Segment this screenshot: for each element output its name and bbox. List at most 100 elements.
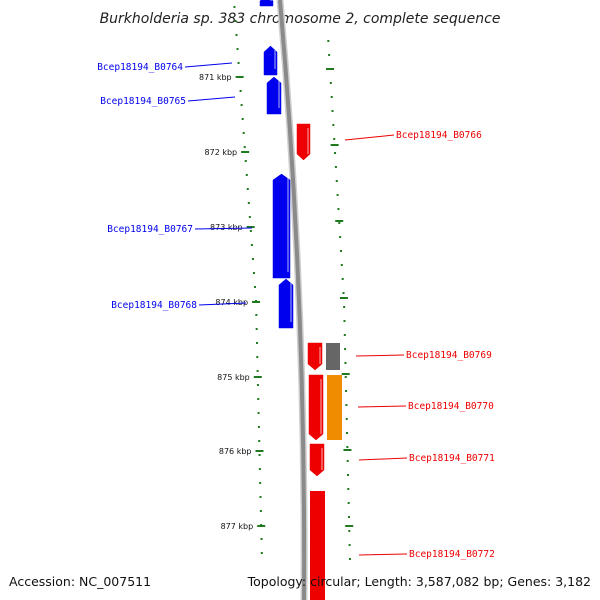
- gene-highlight: [278, 81, 280, 108]
- track-dot: [241, 118, 244, 120]
- gene-feature-b0769-red: [307, 342, 323, 371]
- track-dot: [347, 516, 350, 518]
- track-dot: [251, 258, 254, 260]
- dotted-tracks: [233, 6, 354, 560]
- track-dot: [348, 544, 351, 546]
- track-dot: [255, 342, 258, 344]
- gene-features: [259, 0, 342, 600]
- track-dot: [244, 160, 247, 162]
- track-dot: [248, 216, 251, 218]
- track-dot: [239, 90, 242, 92]
- track-dot: [345, 404, 348, 406]
- gene-label-forward[interactable]: Bcep18194_B0768: [111, 300, 197, 311]
- track-dot: [256, 384, 259, 386]
- track-dot: [344, 376, 347, 378]
- topology-summary: Topology: circular; Length: 3,587,082 bp…: [247, 574, 591, 589]
- track-dot: [259, 510, 262, 512]
- kbp-tick-mark: [246, 226, 255, 228]
- track-dot: [347, 502, 350, 504]
- kbp-tick-mark: [252, 301, 261, 303]
- gene-leader-line: [358, 553, 408, 556]
- gene-highlight: [287, 178, 289, 272]
- track-dot: [327, 40, 330, 42]
- gene-leader-line: [198, 302, 247, 306]
- track-dot: [328, 54, 331, 56]
- track-dot: [260, 538, 263, 540]
- track-minor-tick: [335, 220, 344, 222]
- backbone-line: [278, 0, 307, 600]
- track-dot: [331, 110, 334, 112]
- track-dot: [257, 398, 260, 400]
- track-dot: [339, 250, 342, 252]
- gene-leader-line: [358, 457, 408, 461]
- track-dot: [334, 152, 337, 154]
- track-dot: [344, 362, 347, 364]
- track-dot: [259, 496, 262, 498]
- gene-label-reverse[interactable]: Bcep18194_B0772: [409, 549, 495, 560]
- kbp-tick-label: 871 kbp: [199, 73, 232, 82]
- gene-label-reverse[interactable]: Bcep18194_B0766: [396, 130, 482, 141]
- track-dot: [348, 558, 351, 560]
- track-dot: [340, 264, 343, 266]
- kbp-tick-mark: [241, 151, 250, 153]
- gene-highlight: [320, 379, 322, 434]
- gene-label-forward[interactable]: Bcep18194_B0765: [100, 96, 186, 107]
- gene-highlight: [319, 347, 321, 364]
- gene-leader-line: [184, 62, 233, 68]
- track-minor-tick: [343, 449, 352, 451]
- gene-highlight: [274, 50, 276, 69]
- kbp-tick-label: 874 kbp: [215, 298, 248, 307]
- track-dot: [337, 208, 340, 210]
- track-dot: [344, 348, 347, 350]
- track-dot: [233, 6, 236, 8]
- gene-leader-line: [357, 405, 407, 408]
- gene-highlight: [270, 0, 272, 1]
- track-dot: [347, 488, 350, 490]
- track-dot: [335, 180, 338, 182]
- kbp-tick-mark: [257, 525, 266, 527]
- track-dot: [330, 96, 333, 98]
- gene-leader-line: [194, 227, 253, 230]
- gene-leader-line: [355, 354, 405, 357]
- gene-label-reverse[interactable]: Bcep18194_B0770: [408, 401, 494, 412]
- track-dot: [249, 230, 252, 232]
- track-dot: [329, 82, 332, 84]
- track-dot: [338, 222, 341, 224]
- track-dot: [242, 132, 245, 134]
- track-dot: [345, 390, 348, 392]
- track-dot: [235, 34, 238, 36]
- map-title: Burkholderia sp. 383 chromosome 2, compl…: [100, 11, 501, 27]
- gene-feature-b0770-red: [308, 374, 324, 441]
- gene-label-forward[interactable]: Bcep18194_B0767: [107, 224, 193, 235]
- track-dot: [341, 278, 344, 280]
- kbp-tick-mark: [235, 76, 244, 78]
- track-dot: [347, 474, 350, 476]
- gene-feature-b0770-orange: [327, 375, 342, 440]
- track-dot: [258, 454, 261, 456]
- gene-feature-b0771: [309, 443, 325, 477]
- track-dot: [234, 20, 237, 22]
- track-dot: [332, 124, 335, 126]
- gene-highlight: [290, 283, 292, 322]
- track-dot: [246, 188, 249, 190]
- gene-label-reverse[interactable]: Bcep18194_B0769: [406, 350, 492, 361]
- track-dot: [257, 426, 260, 428]
- track-dot: [256, 356, 259, 358]
- gene-label-reverse[interactable]: Bcep18194_B0771: [409, 453, 495, 464]
- gene-leader-line: [344, 134, 395, 141]
- track-dot: [255, 314, 258, 316]
- gene-feature-b0766: [296, 123, 311, 161]
- track-dot: [343, 306, 346, 308]
- track-dot: [348, 530, 351, 532]
- gene-feature-b0769-gray: [326, 343, 340, 370]
- gene-label-forward[interactable]: Bcep18194_B0764: [97, 62, 183, 73]
- kbp-tick-mark: [255, 450, 264, 452]
- kbp-tick-label: 875 kbp: [217, 373, 250, 382]
- gene-leader-line: [187, 96, 236, 102]
- track-minor-tick: [341, 373, 350, 375]
- track-dot: [342, 292, 345, 294]
- gene-feature-top: [259, 0, 274, 7]
- track-dot: [343, 334, 346, 336]
